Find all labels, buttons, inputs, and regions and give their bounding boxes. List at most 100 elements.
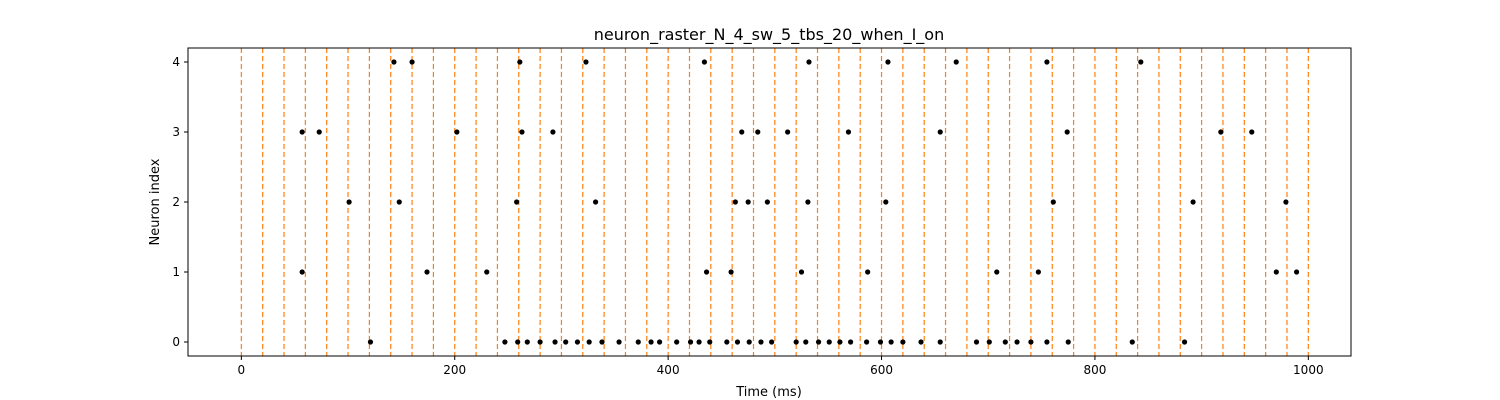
spike-point bbox=[728, 269, 734, 275]
spike-point bbox=[592, 199, 599, 205]
spike-point bbox=[1249, 129, 1255, 135]
spike-point bbox=[514, 199, 520, 205]
spike-point bbox=[519, 129, 525, 135]
spike-point bbox=[953, 59, 959, 65]
spike-point bbox=[847, 339, 854, 345]
spike-point bbox=[517, 59, 523, 65]
spike-point bbox=[515, 339, 521, 345]
y-tick-label: 1 bbox=[172, 265, 180, 279]
spike-point bbox=[657, 339, 663, 345]
spike-point bbox=[994, 269, 1000, 275]
spike-point bbox=[883, 199, 889, 205]
x-axis-label: Time (ms) bbox=[735, 385, 802, 400]
spike-point bbox=[806, 59, 812, 65]
spike-point bbox=[798, 269, 805, 275]
spike-point bbox=[937, 339, 943, 345]
spike-point bbox=[758, 339, 764, 345]
spike-point bbox=[1065, 339, 1071, 345]
spike-point bbox=[863, 339, 870, 345]
spike-point bbox=[635, 339, 641, 345]
spike-point bbox=[732, 199, 738, 205]
spike-point bbox=[696, 339, 702, 345]
spike-point bbox=[484, 269, 490, 275]
spike-point bbox=[764, 199, 770, 205]
spike-point bbox=[524, 339, 530, 345]
spike-point bbox=[648, 339, 654, 345]
spike-point bbox=[837, 339, 843, 345]
spike-point bbox=[687, 339, 694, 345]
spike-point bbox=[986, 339, 992, 345]
spike-point bbox=[502, 339, 508, 345]
spike-point bbox=[755, 129, 761, 135]
spike-point bbox=[1138, 59, 1144, 65]
spike-point bbox=[937, 129, 943, 135]
spike-point bbox=[316, 129, 322, 135]
spike-point bbox=[888, 339, 894, 345]
x-tick-label: 200 bbox=[443, 363, 466, 377]
spike-point bbox=[803, 339, 809, 345]
spike-point bbox=[769, 339, 775, 345]
spike-point bbox=[815, 339, 822, 345]
spike-point bbox=[1293, 269, 1300, 275]
spike-point bbox=[1283, 199, 1289, 205]
spike-point bbox=[674, 339, 680, 345]
spike-points bbox=[299, 59, 1300, 345]
spike-point bbox=[724, 339, 730, 345]
spike-point bbox=[1129, 339, 1135, 345]
spike-point bbox=[1181, 339, 1188, 345]
spike-point bbox=[396, 199, 402, 205]
spike-point bbox=[563, 339, 569, 345]
spike-point bbox=[550, 129, 556, 135]
stimulus-lines bbox=[240, 48, 1309, 356]
spike-point bbox=[574, 339, 581, 345]
spike-point bbox=[1064, 129, 1070, 135]
spike-point bbox=[299, 269, 305, 275]
spike-point bbox=[805, 199, 811, 205]
spike-point bbox=[734, 339, 741, 345]
spike-point bbox=[1014, 339, 1020, 345]
spike-point bbox=[599, 339, 605, 345]
spike-point bbox=[552, 339, 558, 345]
spike-point bbox=[865, 269, 871, 275]
y-tick-label: 0 bbox=[172, 335, 180, 349]
spike-point bbox=[739, 129, 745, 135]
spike-point bbox=[973, 339, 980, 345]
y-tick-label: 2 bbox=[172, 195, 180, 209]
spike-point bbox=[877, 339, 884, 345]
spike-point bbox=[918, 339, 924, 345]
spike-point bbox=[1035, 269, 1041, 275]
spike-point bbox=[885, 59, 891, 65]
y-tick-label: 3 bbox=[172, 125, 180, 139]
spike-point bbox=[616, 339, 622, 345]
spike-point bbox=[826, 339, 832, 345]
spike-point bbox=[299, 129, 305, 135]
spike-point bbox=[1050, 199, 1056, 205]
y-axis-ticks: 0 1 2 3 4 bbox=[172, 55, 188, 349]
spike-point bbox=[391, 59, 397, 65]
spike-point bbox=[454, 129, 460, 135]
spike-point bbox=[367, 339, 374, 345]
spike-point bbox=[1044, 59, 1050, 65]
spike-point bbox=[583, 59, 589, 65]
chart-title: neuron_raster_N_4_sw_5_tbs_20_when_I_on bbox=[594, 25, 944, 45]
x-axis-ticks: 0 200 400 600 800 1000 bbox=[238, 356, 1324, 377]
spike-point bbox=[1002, 339, 1008, 345]
spike-point bbox=[707, 339, 713, 345]
y-axis-label: Neuron index bbox=[148, 158, 163, 245]
spike-point bbox=[701, 59, 708, 65]
spike-point bbox=[409, 59, 415, 65]
spike-point bbox=[1218, 129, 1224, 135]
spike-point bbox=[1028, 339, 1034, 345]
spike-point bbox=[845, 129, 852, 135]
spike-point bbox=[1044, 339, 1050, 345]
spike-point bbox=[1190, 199, 1196, 205]
spike-point bbox=[537, 339, 543, 345]
x-tick-label: 0 bbox=[238, 363, 246, 377]
y-tick-label: 4 bbox=[172, 55, 180, 69]
spike-point bbox=[785, 129, 791, 135]
x-tick-label: 400 bbox=[657, 363, 680, 377]
x-tick-label: 1000 bbox=[1293, 363, 1324, 377]
spike-point bbox=[746, 339, 752, 345]
spike-point bbox=[586, 339, 592, 345]
